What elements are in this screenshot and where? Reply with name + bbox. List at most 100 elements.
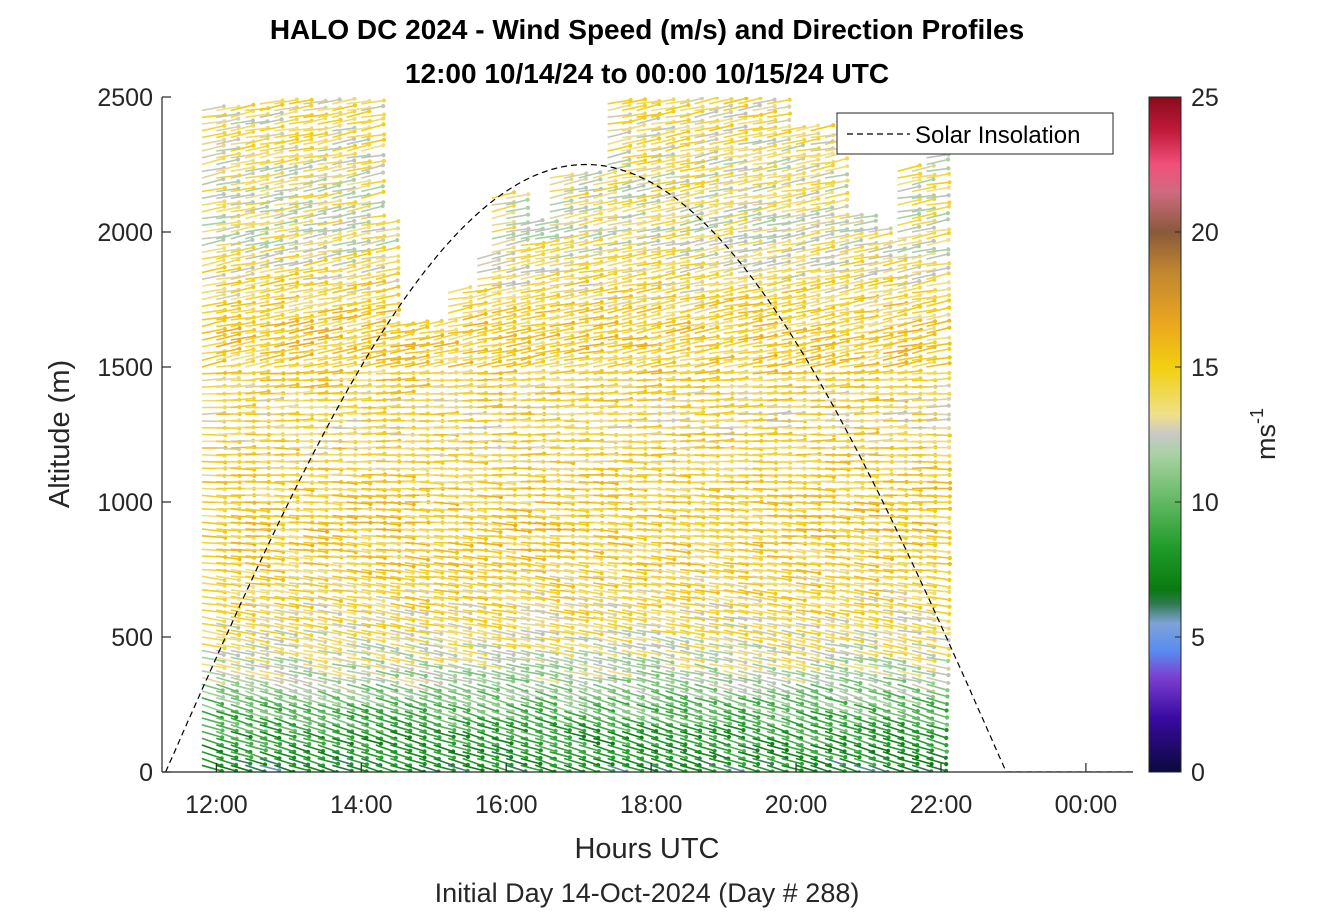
wind-barb-head: [541, 341, 545, 345]
wind-barb-head: [367, 578, 371, 582]
wind-barb-head: [366, 679, 370, 683]
wind-barb-head: [454, 328, 458, 332]
wind-barb-head: [541, 306, 545, 310]
wind-barb-head: [250, 688, 254, 692]
wind-barb-head: [539, 748, 543, 752]
wind-barb-head: [540, 681, 544, 685]
wind-barb-head: [498, 626, 502, 630]
wind-barb-head: [495, 748, 499, 752]
wind-barb-head: [598, 170, 602, 174]
wind-barb-head: [454, 647, 458, 651]
wind-barb-head: [412, 502, 416, 506]
wind-barb-head: [497, 258, 501, 262]
wind-barb-head: [484, 326, 488, 330]
wind-barb-head: [352, 178, 356, 182]
wind-barb-head: [455, 551, 459, 555]
wind-barb-head: [497, 674, 501, 678]
wind-barb-head: [324, 660, 328, 664]
wind-barb-head: [281, 353, 285, 357]
wind-barb-head: [411, 606, 415, 610]
wind-barb-head: [426, 360, 430, 364]
wind-barb-head: [469, 360, 473, 364]
wind-barb-head: [556, 516, 560, 520]
wind-barb-head: [629, 360, 633, 364]
wind-barb-head: [628, 674, 632, 678]
wind-barb-head: [237, 220, 241, 224]
wind-barb-head: [614, 530, 618, 534]
wind-barb-head: [539, 742, 543, 746]
wind-barb-head: [585, 564, 589, 568]
wind-barb-head: [382, 132, 386, 136]
wind-barb-head: [222, 619, 226, 623]
wind-barb-head: [584, 661, 588, 665]
wind-barb-head: [585, 523, 589, 527]
wind-barb-head: [599, 667, 603, 671]
wind-barb-head: [569, 253, 573, 257]
wind-barb-head: [526, 312, 530, 316]
wind-barb-head: [294, 633, 298, 637]
wind-barb-head: [280, 225, 284, 229]
wind-barb-head: [513, 333, 517, 337]
wind-barb-head: [352, 640, 356, 644]
wind-barb-head: [222, 131, 226, 135]
wind-barb-head: [379, 742, 383, 746]
wind-barb-head: [381, 238, 385, 242]
wind-barb-head: [265, 633, 269, 637]
wind-barb-head: [569, 225, 573, 229]
wind-barb-head: [395, 278, 399, 282]
wind-barb-head: [249, 755, 253, 759]
wind-barb-head: [497, 266, 501, 270]
wind-barb-head: [424, 674, 428, 678]
wind-barb-head: [455, 340, 459, 344]
wind-barb-head: [497, 299, 501, 303]
wind-barb-head: [367, 272, 371, 276]
wind-barb-head: [307, 735, 311, 739]
wind-barb-head: [339, 537, 343, 541]
wind-barb-head: [484, 557, 488, 561]
wind-barb-head: [352, 117, 356, 121]
wind-barb-head: [309, 633, 313, 637]
wind-barb-head: [251, 674, 255, 678]
wind-barb-head: [295, 626, 299, 630]
wind-barb-head: [396, 293, 400, 297]
wind-barb-head: [382, 571, 386, 575]
wind-barb-head: [365, 762, 369, 766]
wind-barb-head: [309, 612, 313, 616]
wind-barb-head: [600, 551, 604, 555]
wind-barb-head: [585, 320, 589, 324]
wind-barb-head: [482, 666, 486, 670]
wind-barb-head: [539, 735, 543, 739]
wind-barb-head: [264, 742, 268, 746]
wind-barb-head: [280, 171, 284, 175]
wind-barb-head: [613, 613, 617, 617]
wind-barb-head: [526, 626, 530, 630]
wind-barb-head: [585, 619, 589, 623]
wind-barb-head: [222, 273, 226, 277]
wind-barb-head: [628, 626, 632, 630]
wind-barb-head: [540, 232, 544, 236]
wind-barb-head: [556, 293, 560, 297]
wind-barb-head: [614, 591, 618, 595]
wind-barb-head: [483, 639, 487, 643]
wind-barb-head: [541, 346, 545, 350]
wind-barb-head: [614, 198, 618, 202]
wind-barb-head: [396, 585, 400, 589]
wind-barb-head: [512, 190, 516, 194]
wind-barb-head: [527, 340, 531, 344]
wind-barb-head: [367, 286, 371, 290]
wind-barb-head: [236, 231, 240, 235]
wind-barb-head: [569, 681, 573, 685]
wind-barb-head: [439, 681, 443, 685]
wind-barb-head: [599, 237, 603, 241]
wind-barb-head: [265, 205, 269, 209]
wind-barb-head: [395, 681, 399, 685]
wind-barb-head: [324, 267, 328, 271]
wind-barb-head: [556, 578, 560, 582]
wind-barb-head: [308, 701, 312, 705]
wind-barb-head: [526, 320, 530, 324]
wind-barb-head: [511, 633, 515, 637]
wind-barb-head: [237, 130, 241, 134]
wind-barb-head: [251, 666, 255, 670]
wind-barb-head: [627, 633, 631, 637]
wind-barb-head: [352, 165, 356, 169]
